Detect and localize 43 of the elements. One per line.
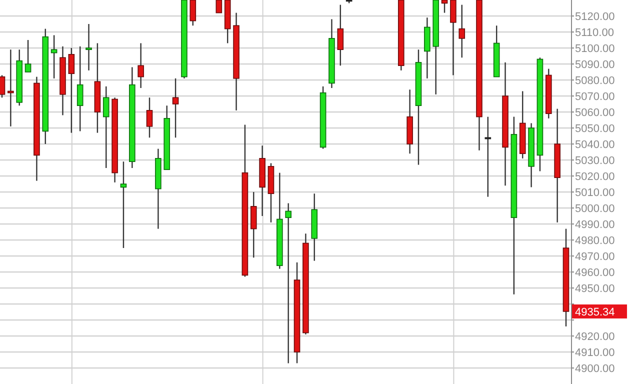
y-tick-label: 4920.00 [575,330,615,343]
candlestick [8,49,14,127]
y-tick-label: 5080.00 [575,74,615,87]
y-tick-label: 5110.00 [575,26,614,39]
y-tick-label: 4910.00 [575,346,615,359]
y-tick-label: 5120.00 [575,10,615,23]
y-tick-label: 4960.00 [575,266,615,279]
candlestick [172,78,179,138]
candlestick [190,0,196,26]
candlestick [441,0,448,14]
y-tick-label: 4900.00 [575,362,615,375]
y-tick-label: 5090.00 [575,58,615,71]
candlestick [216,0,222,14]
candlestick [146,97,153,138]
y-tick-label: 4990.00 [575,218,615,231]
candlestick [76,46,84,132]
y-tick-label: 5070.00 [575,90,615,103]
y-tick-label: 5040.00 [575,138,615,151]
y-tick-label: 5100.00 [575,42,615,55]
candlestick [337,4,344,66]
y-tick-label: 4970.00 [575,250,615,263]
y-tick-label: 5010.00 [575,186,615,199]
candlestick [138,42,144,89]
y-tick-label: 5020.00 [575,170,615,183]
y-tick-label: 5050.00 [575,122,615,135]
text: 4935.34 [575,306,615,318]
y-tick-label: 4980.00 [575,234,615,247]
candlestick [450,0,456,76]
candlestick [86,23,92,71]
candlestick [102,86,110,169]
y-tick-label: 5030.00 [575,154,615,167]
candlestick [50,34,58,79]
candlestick [250,191,257,258]
candlestick [120,161,127,249]
y-tick-label: 5000.00 [575,202,615,215]
candlestick [484,116,492,198]
candlestick [285,202,292,364]
candlestick [24,39,32,73]
y-tick-label: 5060.00 [575,106,615,119]
y-tick-label: 4950.00 [575,282,615,295]
candlestick [68,47,75,134]
candlestick [458,4,466,58]
candlestick [0,74,6,98]
